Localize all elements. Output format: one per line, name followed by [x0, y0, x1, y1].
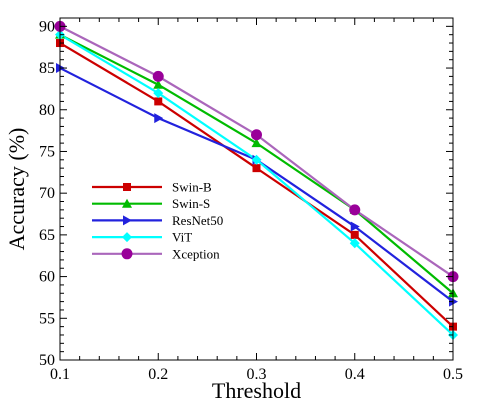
legend-label: Xception — [172, 246, 220, 261]
x-tick-label: 0.4 — [345, 366, 365, 383]
legend-marker-swin-b — [123, 183, 131, 191]
data-point-resnet50 — [154, 113, 164, 124]
axis-ticks — [59, 18, 454, 361]
y-axis-title: Accuracy (%) — [4, 128, 29, 251]
legend-marker-xception — [121, 248, 133, 260]
data-point-resnet50 — [350, 221, 360, 232]
legend-label: Swin-B — [172, 180, 212, 195]
data-point-swin-s — [153, 79, 164, 89]
y-tick-label: 80 — [39, 102, 55, 119]
plot-lines — [59, 25, 454, 336]
data-point-swin-s — [251, 138, 262, 148]
y-tick-label: 55 — [39, 310, 55, 327]
data-point-xception — [251, 129, 262, 141]
y-tick-label: 60 — [39, 269, 55, 286]
series-line-vit — [59, 33, 454, 336]
legend-label: ResNet50 — [172, 213, 223, 228]
legend-marker-resnet50 — [123, 215, 132, 226]
plot-markers — [54, 20, 459, 340]
data-point-vit — [349, 238, 360, 249]
y-tick-label: 75 — [39, 143, 55, 160]
x-tick-label: 0.2 — [148, 366, 168, 383]
y-tick-label: 90 — [39, 18, 55, 35]
data-point-xception — [152, 70, 164, 82]
data-point-xception — [349, 204, 361, 216]
data-point-swin-b — [350, 230, 359, 239]
legend-marker-swin-s — [122, 198, 132, 208]
x-tick-label: 0.3 — [247, 366, 267, 383]
series-line-resnet50 — [59, 67, 454, 303]
series-line-swin-b — [59, 42, 454, 328]
y-tick-label: 65 — [39, 227, 55, 244]
y-tick-label: 85 — [39, 60, 55, 77]
data-point-vit — [251, 154, 262, 165]
data-point-swin-b — [154, 97, 163, 106]
x-tick-label: 0.1 — [50, 366, 70, 383]
x-tick-label: 0.5 — [443, 366, 463, 383]
tick-labels: 0.1 0.2 0.3 0.4 0.5 50 55 60 65 70 75 80 85 90 — [39, 18, 463, 383]
legend-marker-vit — [122, 232, 132, 243]
data-point-swin-b — [252, 164, 261, 173]
y-tick-label: 70 — [39, 185, 55, 202]
legend-label: Swin-S — [172, 196, 210, 211]
legend-label: ViT — [172, 230, 192, 245]
x-axis-title: Threshold — [212, 378, 301, 403]
data-point-vit — [153, 88, 164, 99]
y-tick-label: 50 — [39, 352, 55, 369]
